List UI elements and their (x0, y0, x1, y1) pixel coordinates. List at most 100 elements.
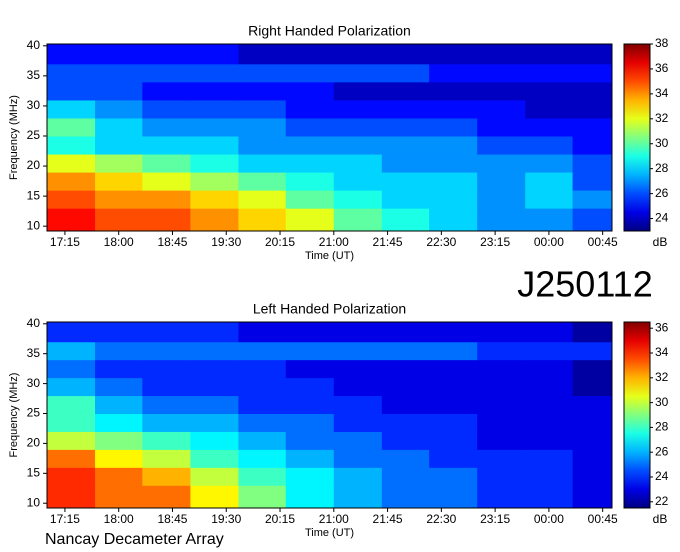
y-tick-label: 20 (27, 436, 41, 450)
heatmap-cell (381, 63, 430, 83)
heatmap-cell (477, 431, 526, 450)
heatmap-cell (47, 341, 96, 361)
heatmap-cell (429, 208, 478, 231)
heatmap-cell (477, 81, 526, 101)
heatmap-cell (525, 395, 574, 415)
heatmap-cell (477, 322, 526, 343)
heatmap-cell (572, 485, 612, 508)
heatmap-cell (47, 135, 96, 155)
heatmap-cell (429, 172, 478, 191)
heatmap-cell (525, 190, 574, 209)
heatmap-cell (47, 172, 96, 191)
heatmap-cell (429, 117, 478, 137)
heatmap-cell (477, 467, 526, 486)
heatmap-cell (190, 190, 239, 209)
event-label: J250112 (517, 264, 652, 305)
heatmap-cell (47, 359, 96, 379)
heatmap-cell (429, 135, 478, 155)
heatmap-cell (285, 341, 335, 361)
heatmap-cell (333, 467, 383, 486)
y-tick-label: 30 (27, 376, 41, 390)
heatmap-cell (381, 190, 430, 209)
heatmap-cell (238, 413, 287, 432)
heatmap-cell (525, 467, 574, 486)
plot-frame (46, 43, 613, 232)
heatmap-cell (381, 449, 430, 468)
heatmap (47, 322, 612, 508)
heatmap-cell (95, 154, 143, 173)
x-tick-label: 21:00 (319, 512, 349, 526)
heatmap-cell (47, 63, 96, 83)
heatmap-cell (429, 44, 478, 65)
heatmap-cell (333, 413, 383, 432)
heatmap-cell (238, 395, 287, 415)
x-tick-label: 21:00 (319, 235, 349, 249)
footer: Nancay Decameter Array (45, 531, 224, 548)
colorbar-tick-label: 26 (655, 444, 669, 458)
heatmap-cell (572, 431, 612, 450)
heatmap-cell (190, 395, 239, 415)
heatmap-cell (381, 135, 430, 155)
heatmap-cell (429, 395, 478, 415)
heatmap-cell (285, 135, 335, 155)
heatmap-cell (142, 154, 191, 173)
heatmap-cell (333, 190, 383, 209)
heatmap-cell (95, 172, 143, 191)
x-tick-label: 22:30 (426, 512, 456, 526)
heatmap-cell (142, 99, 191, 119)
x-tick-label: 00:00 (534, 512, 564, 526)
heatmap-cell (238, 99, 287, 119)
colorbar-tick-label: 28 (655, 420, 669, 434)
heatmap-cell (525, 81, 574, 101)
colorbar (623, 321, 651, 509)
heatmap-cell (95, 63, 143, 83)
heatmap-cell (285, 467, 335, 486)
heatmap-cell (525, 413, 574, 432)
colorbar-tick-label: 32 (655, 111, 669, 125)
heatmap-cell (477, 63, 526, 83)
heatmap-cell (142, 44, 191, 65)
colorbar (623, 43, 651, 232)
colorbar-tick-label: 30 (655, 395, 669, 409)
heatmap-cell (572, 44, 612, 65)
heatmap-cell (572, 190, 612, 209)
heatmap-cell (572, 377, 612, 397)
heatmap-cell (525, 208, 574, 231)
y-tick-label: 30 (27, 98, 41, 112)
heatmap-cell (572, 99, 612, 119)
heatmap-cell (381, 431, 430, 450)
heatmap-cell (525, 99, 574, 119)
heatmap-cell (572, 413, 612, 432)
colorbar-tick-label: 38 (655, 36, 669, 50)
heatmap-cell (47, 395, 96, 415)
heatmap-cell (238, 377, 287, 397)
heatmap-cell (95, 99, 143, 119)
heatmap-cell (47, 467, 96, 486)
heatmap-cell (285, 449, 335, 468)
plot-frame (46, 321, 613, 509)
heatmap-cell (572, 135, 612, 155)
heatmap-cell (95, 395, 143, 415)
x-tick-label: 00:00 (534, 235, 564, 249)
heatmap-cell (95, 44, 143, 65)
heatmap-cell (477, 44, 526, 65)
y-tick-label: 10 (27, 218, 41, 232)
heatmap-cell (333, 135, 383, 155)
panel-title: Left Handed Polarization (253, 301, 406, 317)
colorbar-tick-label: 34 (655, 345, 669, 359)
heatmap-cell (381, 377, 430, 397)
heatmap-cell (95, 117, 143, 137)
heatmap-cell (381, 44, 430, 65)
heatmap-cell (333, 377, 383, 397)
heatmap-cell (333, 449, 383, 468)
heatmap-cell (238, 190, 287, 209)
heatmap-cell (477, 449, 526, 468)
heatmap-cell (285, 431, 335, 450)
heatmap-cell (238, 341, 287, 361)
heatmap-cell (381, 208, 430, 231)
heatmap-cell (47, 190, 96, 209)
heatmap-cell (285, 377, 335, 397)
heatmap-cell (572, 172, 612, 191)
heatmap-cell (47, 431, 96, 450)
x-tick-label: 18:00 (104, 235, 134, 249)
